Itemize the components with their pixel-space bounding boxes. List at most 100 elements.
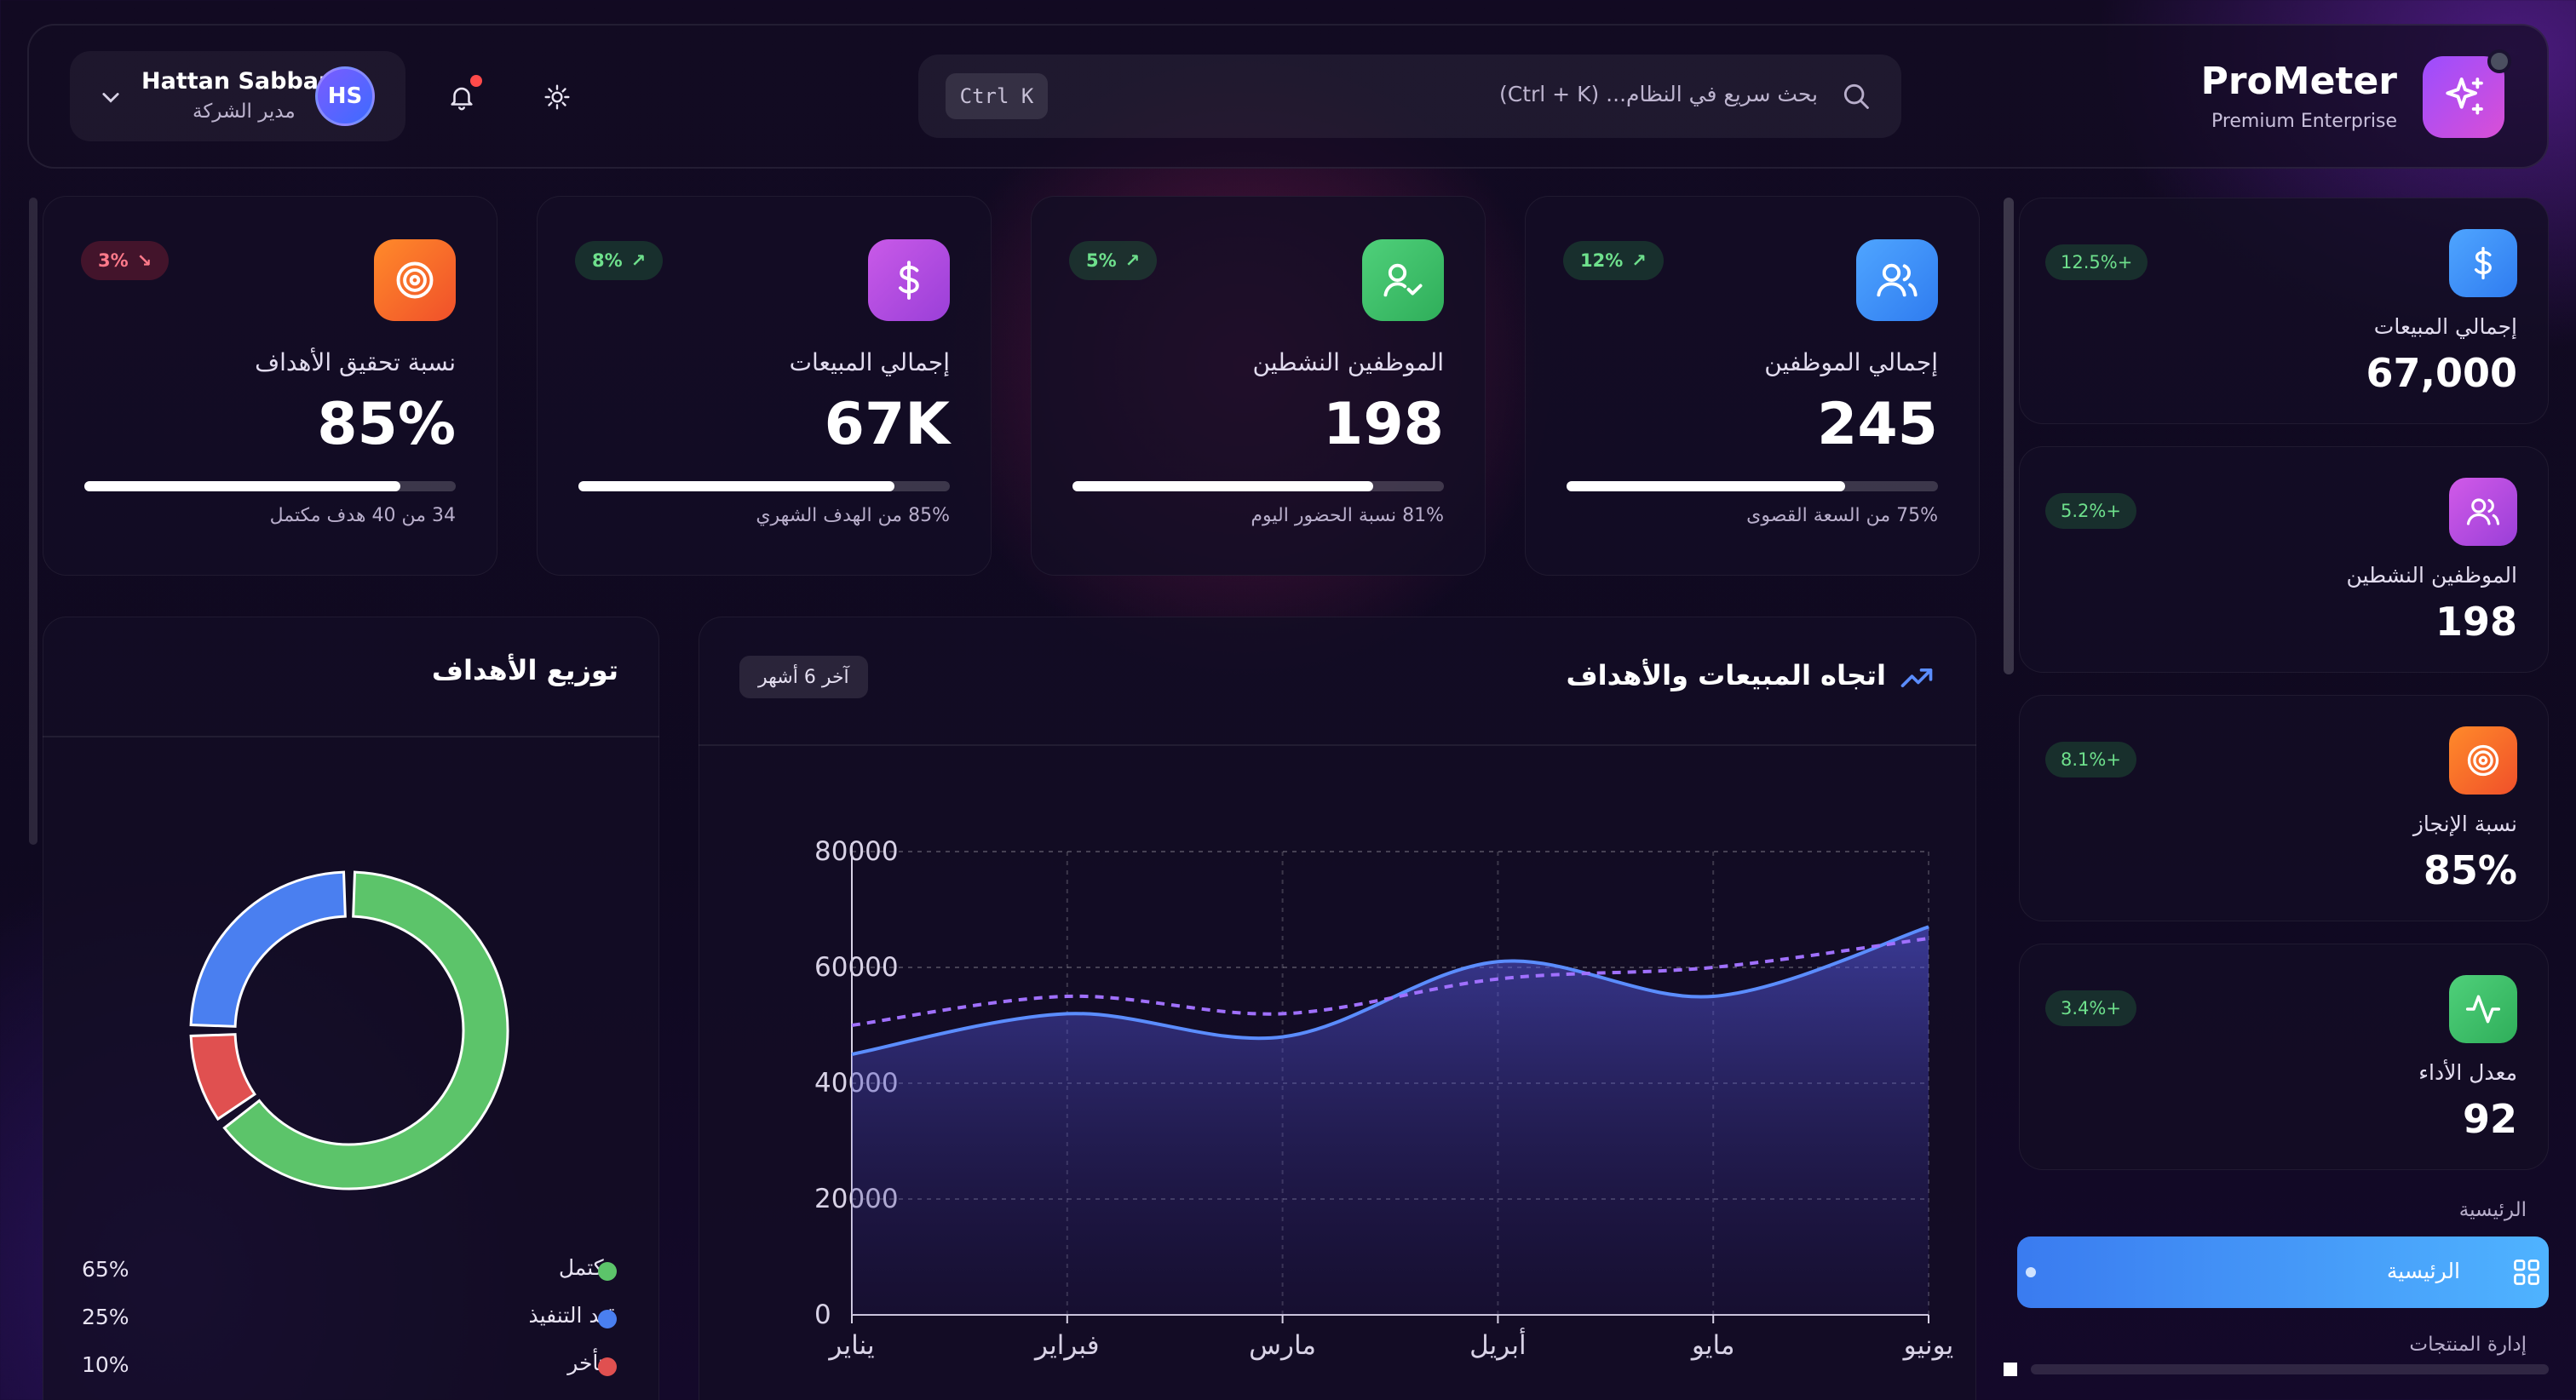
scroll-corner [2004,1363,2017,1376]
nav-item-products[interactable]: إدارة المنتجات [2409,1334,2527,1356]
trend-badge: 8% ↗ [575,241,664,280]
arrow-up-right-icon: ↗ [1124,250,1141,271]
progress-bar [578,481,950,491]
kpi-value: 245 [1817,391,1938,458]
search-icon [1843,83,1869,109]
dollar-icon [2449,229,2517,297]
users-icon [2449,478,2517,546]
side-stat-performance[interactable]: 3.4%+ معدل الأداء 92 [2019,944,2549,1170]
divider [699,744,1976,746]
legend-value: 65% [82,1257,129,1282]
stat-value: 92 [2462,1096,2517,1142]
users-icon [1856,239,1938,321]
sparkles-icon [2446,77,2483,115]
trend-badge: 5% ↗ [1069,241,1158,280]
x-tick-label: يناير [827,1330,874,1361]
user-name: Hattan Sabban [141,68,336,95]
kpi-value: 85% [317,391,456,458]
kpi-subtext: 75% من السعة القصوى [1746,505,1938,526]
scrollbar[interactable] [2004,198,2014,674]
brand-subtitle: Premium Enterprise [2211,111,2397,132]
legend-value: 10% [82,1352,129,1377]
kpi-card-goals[interactable]: 3% ↘ نسبة تحقيق الأهداف 85% 34 من 40 هدف … [43,196,497,576]
brand-title: ProMeter [2200,60,2397,103]
stat-label: نسبة الإنجاز [2412,812,2517,836]
stat-label: إجمالي المبيعات [2373,314,2517,339]
range-selector[interactable]: آخر 6 أشهر [739,656,868,698]
user-check-icon [1362,239,1444,321]
series-area [852,927,1929,1315]
trend-badge: 3% ↘ [81,241,170,280]
legend-value: 25% [82,1305,129,1329]
status-dot [2487,49,2511,73]
donut-slice[interactable] [222,870,509,1191]
target-line [851,937,1929,1027]
kpi-subtext: 81% نسبة الحضور اليوم [1251,505,1444,526]
chevron-down-icon[interactable] [99,85,123,109]
kpi-card-active[interactable]: 5% ↗ الموظفين النشطين 198 81% نسبة الحضور… [1031,196,1486,576]
trend-badge: 12% ↗ [1563,241,1664,280]
target-icon [2449,726,2517,795]
avatar[interactable]: HS [315,66,375,126]
notifications-button[interactable] [436,72,487,123]
progress-bar [1072,481,1444,491]
theme-toggle-button[interactable] [532,72,583,123]
kpi-label: إجمالي الموظفين [1764,348,1938,376]
stat-label: معدل الأداء [2418,1060,2517,1085]
nav-section-label: الرئيسية [2458,1199,2527,1221]
search-bar[interactable] [918,55,1901,138]
donut-slice[interactable] [189,870,347,1028]
search-shortcut: Ctrl K [946,73,1048,119]
scrollbar[interactable] [2031,1364,2549,1374]
search-input[interactable]: بحث سريع في النظام... (Ctrl + K) [1498,82,1818,106]
legend-dot [598,1310,617,1328]
panel-title: اتجاه المبيعات والأهداف [1566,659,1886,691]
trend-badge: 5.2%+ [2045,493,2136,529]
nav-item-label: الرئيسية [2386,1259,2460,1283]
kpi-card-employees[interactable]: 12% ↗ إجمالي الموظفين 245 75% من السعة ال… [1525,196,1980,576]
kpi-value: 67K [824,391,950,458]
scrollbar[interactable] [29,198,37,845]
progress-bar [84,481,456,491]
x-tick-label: مارس [1249,1330,1316,1361]
legend-dot [598,1262,617,1281]
user-role: مدير الشركة [193,100,296,123]
bell-icon [451,87,473,111]
y-tick-label: 80000 [814,836,899,867]
kpi-value: 198 [1323,391,1444,458]
trend-badge: 3.4%+ [2045,990,2136,1026]
top-header [27,24,2549,169]
stat-value: 67,000 [2366,350,2517,396]
kpi-label: الموظفين النشطين [1252,348,1444,376]
donut-slice[interactable] [189,1033,256,1122]
nav-item-home[interactable] [2017,1236,2549,1308]
side-stat-active[interactable]: 5.2%+ الموظفين النشطين 198 [2019,446,2549,673]
kpi-subtext: 34 من 40 هدف مكتمل [269,505,456,526]
x-tick-label: أبريل [1469,1328,1526,1361]
legend-dot [598,1357,617,1376]
notification-dot [470,75,482,87]
y-tick-label: 0 [814,1300,831,1330]
side-stat-sales[interactable]: 12.5%+ إجمالي المبيعات 67,000 [2019,198,2549,424]
side-stat-completion[interactable]: 8.1%+ نسبة الإنجاز 85% [2019,695,2549,921]
trend-badge: 8.1%+ [2045,742,2136,777]
kpi-subtext: 85% من الهدف الشهري [756,505,950,526]
y-tick-label: 60000 [814,952,899,983]
x-tick-label: مايو [1690,1330,1735,1361]
activity-icon [2449,975,2517,1043]
stat-label: الموظفين النشطين [2346,563,2518,588]
active-indicator [2026,1267,2036,1277]
grid-icon [2514,1259,2539,1285]
kpi-card-sales[interactable]: 8% ↗ إجمالي المبيعات 67K 85% من الهدف الش… [537,196,992,576]
stat-value: 85% [2423,847,2517,893]
trend-badge: 12.5%+ [2045,244,2148,280]
stat-value: 198 [2435,599,2517,645]
arrow-down-right-icon: ↘ [136,250,152,271]
panel-title: توزيع الأهداف [431,654,618,686]
kpi-label: إجمالي المبيعات [789,348,950,376]
goals-distribution-panel [43,617,659,1400]
target-icon [374,239,456,321]
divider [43,736,659,737]
sales-trend-chart: 020000400006000080000ينايرفبرايرمارسأبري… [814,836,1954,1361]
x-tick-label: يونيو [1902,1330,1954,1361]
